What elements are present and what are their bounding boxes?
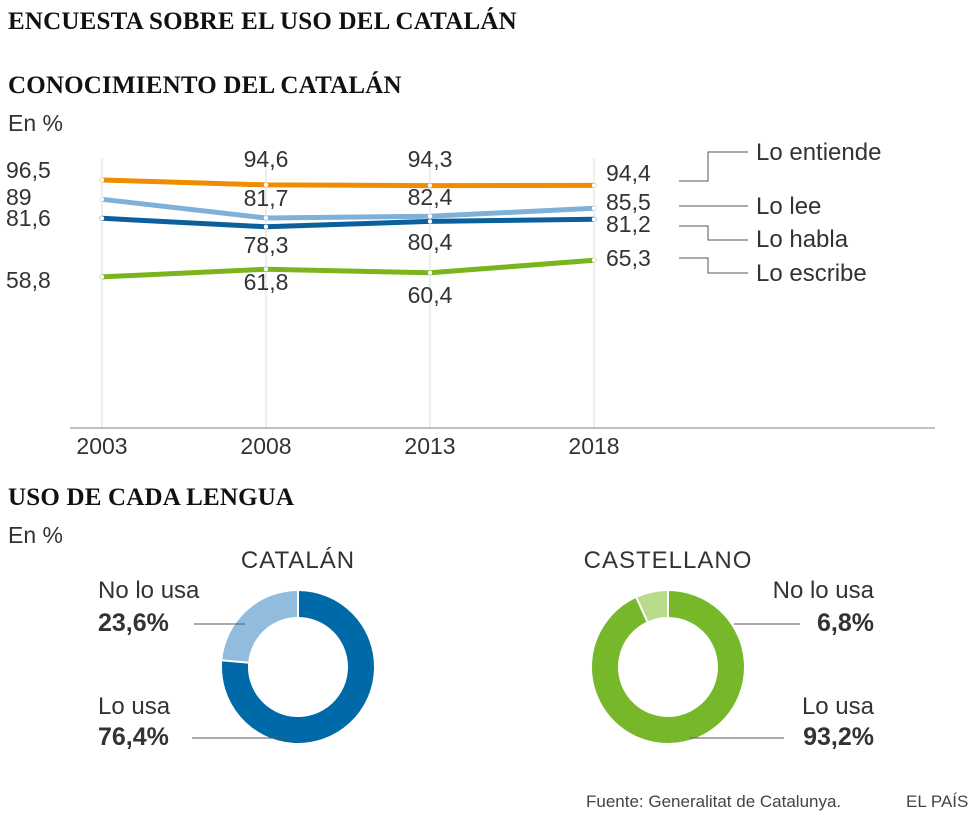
- point-lo-lee-2008: [263, 215, 269, 221]
- slice-name-catalan-lo-usa: Lo usa: [98, 693, 171, 720]
- series-line-lo-habla: [99, 215, 597, 230]
- brand-logo-text: EL PAÍS: [906, 792, 969, 811]
- main-title: ENCUESTA SOBRE EL USO DEL CATALÁN: [8, 8, 517, 35]
- line-chart: 2003 2008 2013 2018 96,5 94,6 94,3 94,4 89 81,7 82…: [6, 139, 935, 459]
- value-label-lo-escribe-2008: 61,8: [244, 269, 289, 295]
- value-label-lo-escribe-2018: 65,3: [606, 245, 651, 271]
- slice-name-castellano-no-lo-usa: No lo usa: [773, 577, 875, 604]
- value-label-lo-habla-2013: 80,4: [408, 229, 453, 255]
- value-label-lo-lee-2013: 82,4: [408, 184, 453, 210]
- value-label-lo-lee-2003: 89: [6, 184, 32, 210]
- x-tick-2008: 2008: [240, 433, 291, 459]
- point-lo-entiende-2018: [591, 183, 597, 188]
- slice-catalan-lo-usa: [222, 591, 374, 743]
- line-chart-title: CONOCIMIENTO DEL CATALÁN: [8, 72, 402, 99]
- slice-value-catalan-lo-usa: 76,4%: [98, 723, 169, 751]
- legend-leader-lo-escribe: [679, 257, 748, 274]
- x-tick-2003: 2003: [76, 433, 127, 459]
- source-note: Fuente: Generalitat de Catalunya.: [586, 792, 842, 811]
- point-lo-entiende-2013: [427, 183, 433, 188]
- slice-catalan-no-lo-usa: [222, 591, 299, 664]
- value-label-lo-lee-2008: 81,7: [244, 185, 289, 211]
- line-chart-unit: En %: [8, 110, 63, 136]
- legend-lo-habla: Lo habla: [756, 226, 849, 253]
- point-lo-escribe-2003: [99, 274, 105, 280]
- x-tick-2018: 2018: [568, 433, 619, 459]
- slice-separator: [635, 597, 649, 622]
- value-label-lo-escribe-2003: 58,8: [6, 267, 51, 293]
- legend-lo-entiende: Lo entiende: [756, 139, 881, 166]
- series-line-lo-escribe: [99, 257, 597, 280]
- value-label-lo-habla-2018: 81,2: [606, 211, 651, 237]
- point-lo-habla-2013: [427, 219, 433, 224]
- value-label-lo-entiende-2018: 94,4: [606, 160, 651, 186]
- value-label-lo-lee-2018: 85,5: [606, 189, 651, 215]
- legend-lo-lee: Lo lee: [756, 193, 821, 220]
- point-lo-habla-2008: [263, 224, 269, 229]
- slice-castellano-lo-usa: [592, 591, 744, 743]
- point-lo-habla-2003: [99, 216, 105, 221]
- donut-section-unit: En %: [8, 522, 63, 548]
- donut-charts: CATALÁN No lo usa 23,6% Lo usa 76,4% CASTELLA…: [98, 547, 875, 751]
- slice-name-castellano-lo-usa: Lo usa: [802, 693, 875, 720]
- point-lo-lee-2013: [427, 214, 433, 219]
- point-lo-entiende-2008: [263, 182, 269, 188]
- series-line-lo-entiende: [99, 177, 597, 189]
- legend-leader-lo-entiende: [679, 151, 748, 182]
- value-label-lo-entiende-2008: 94,6: [244, 146, 289, 172]
- slice-separator: [222, 659, 249, 664]
- slice-value-catalan-no-lo-usa: 23,6%: [98, 609, 169, 637]
- point-lo-escribe-2018: [591, 258, 597, 263]
- value-label-lo-entiende-2013: 94,3: [408, 146, 453, 172]
- point-lo-escribe-2013: [427, 270, 433, 275]
- series-line-lo-lee: [99, 196, 597, 221]
- point-lo-escribe-2008: [263, 267, 269, 272]
- point-lo-lee-2018: [591, 206, 597, 211]
- legend-leader-lo-habla: [679, 225, 748, 241]
- value-label-lo-entiende-2003: 96,5: [6, 157, 51, 183]
- slice-castellano-no-lo-usa: [636, 591, 669, 622]
- value-label-lo-habla-2008: 78,3: [244, 232, 289, 258]
- x-tick-2013: 2013: [404, 433, 455, 459]
- donut-title-catalan: CATALÁN: [241, 547, 355, 574]
- point-lo-entiende-2003: [99, 177, 105, 183]
- slice-value-castellano-lo-usa: 93,2%: [803, 723, 874, 751]
- donut-title-castellano: CASTELLANO: [584, 547, 753, 574]
- donut-section-title: USO DE CADA LENGUA: [8, 484, 295, 511]
- value-label-lo-escribe-2013: 60,4: [408, 282, 453, 308]
- point-lo-habla-2018: [591, 217, 597, 222]
- slice-name-catalan-no-lo-usa: No lo usa: [98, 577, 200, 604]
- slice-value-castellano-no-lo-usa: 6,8%: [817, 609, 874, 637]
- value-label-lo-habla-2003: 81,6: [6, 205, 51, 231]
- legend-lo-escribe: Lo escribe: [756, 260, 867, 287]
- point-lo-lee-2003: [99, 197, 105, 202]
